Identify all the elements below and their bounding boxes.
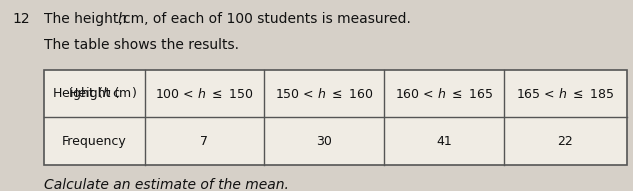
Text: 22: 22 [557, 135, 573, 148]
Text: 165 < $h$ $\leq$ 185: 165 < $h$ $\leq$ 185 [516, 87, 615, 100]
Text: 7: 7 [201, 135, 208, 148]
Text: 41: 41 [436, 135, 452, 148]
Text: cm, of each of 100 students is measured.: cm, of each of 100 students is measured. [123, 12, 411, 26]
Text: Height (: Height ( [70, 87, 120, 100]
Text: The height,: The height, [44, 12, 127, 26]
Text: Frequency: Frequency [62, 135, 127, 148]
Text: The table shows the results.: The table shows the results. [44, 38, 239, 52]
Text: 30: 30 [316, 135, 332, 148]
Text: Calculate an estimate of the mean.: Calculate an estimate of the mean. [44, 178, 289, 191]
Text: 12: 12 [13, 12, 30, 26]
Text: h: h [117, 12, 126, 26]
Text: 100 < $h$ $\leq$ 150: 100 < $h$ $\leq$ 150 [155, 87, 254, 100]
Text: 150 < $h$ $\leq$ 160: 150 < $h$ $\leq$ 160 [275, 87, 373, 100]
FancyBboxPatch shape [44, 70, 627, 165]
Text: 160 < $h$ $\leq$ 165: 160 < $h$ $\leq$ 165 [395, 87, 493, 100]
Text: Height ($h\,$cm): Height ($h\,$cm) [52, 85, 137, 102]
